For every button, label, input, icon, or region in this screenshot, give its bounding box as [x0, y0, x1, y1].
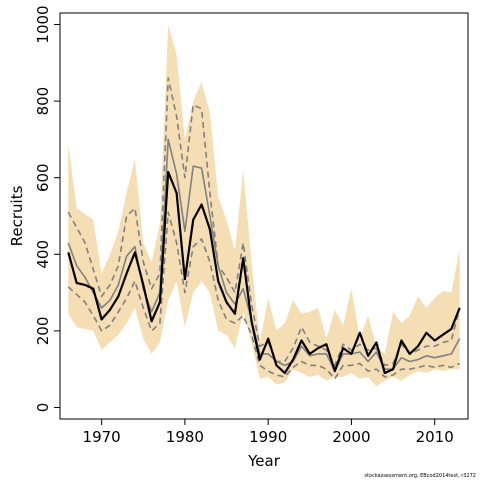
y-tick-label: 400 — [34, 240, 52, 269]
estimate-line — [67, 170, 461, 375]
x-tick-label: 1990 — [249, 428, 287, 446]
y-axis: 0 200 400 600 800 1000 — [34, 5, 60, 412]
x-axis: 1970 1980 1990 2000 2010 — [83, 418, 454, 446]
y-tick-label: 1000 — [34, 5, 52, 43]
x-tick-label: 1980 — [166, 428, 204, 446]
upper-bound-line — [67, 77, 461, 367]
y-tick-label: 600 — [34, 163, 52, 192]
x-tick-label: 1970 — [83, 428, 121, 446]
y-tick-label: 800 — [34, 87, 52, 116]
x-axis-title: Year — [247, 452, 281, 470]
y-tick-label: 0 — [34, 403, 52, 413]
x-tick-label: 2010 — [416, 428, 454, 446]
lower-bound-line — [67, 211, 461, 380]
x-tick-label: 2000 — [332, 428, 370, 446]
y-tick-label: 200 — [34, 317, 52, 346]
confidence-band — [68, 24, 460, 387]
footnote: stockassessment.org, EBcod2014test, r327… — [364, 473, 476, 479]
y-axis-title: Recruits — [8, 185, 26, 246]
